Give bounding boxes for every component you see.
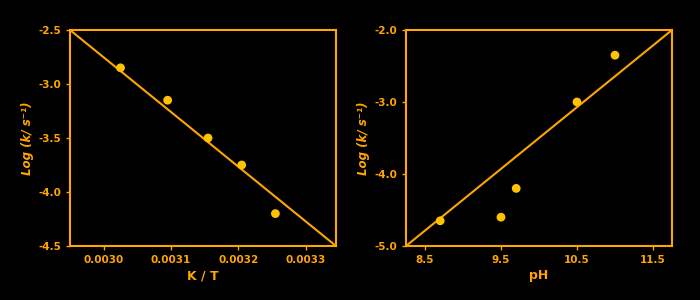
Y-axis label: Log (k/ s⁻¹): Log (k/ s⁻¹) xyxy=(21,101,34,175)
Point xyxy=(236,163,247,167)
Point xyxy=(115,65,126,70)
Point xyxy=(202,136,214,140)
X-axis label: pH: pH xyxy=(529,269,549,282)
Point xyxy=(610,53,621,58)
Point xyxy=(571,100,582,104)
X-axis label: K / T: K / T xyxy=(187,269,219,282)
Point xyxy=(510,186,522,191)
Point xyxy=(496,215,507,220)
Point xyxy=(435,218,446,223)
Point xyxy=(162,98,173,103)
Y-axis label: Log (k/ s⁻¹): Log (k/ s⁻¹) xyxy=(357,101,370,175)
Point xyxy=(270,211,281,216)
